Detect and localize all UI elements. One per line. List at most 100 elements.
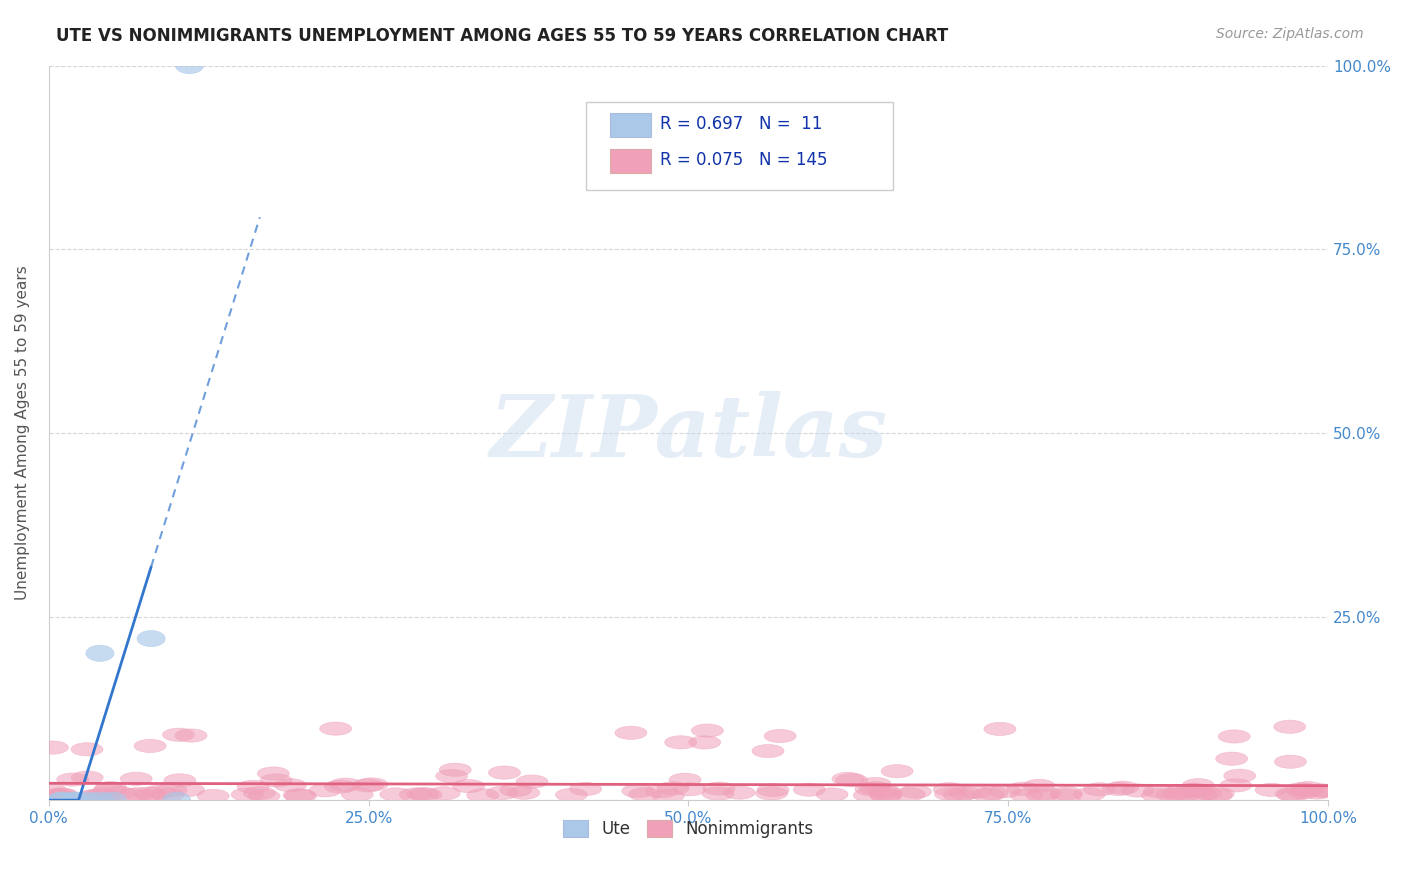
Ellipse shape [60,792,89,808]
Ellipse shape [1178,783,1211,797]
FancyBboxPatch shape [586,103,893,191]
Ellipse shape [134,787,166,800]
Ellipse shape [260,773,292,787]
Ellipse shape [37,741,69,754]
Ellipse shape [1050,789,1081,802]
Text: R = 0.075   N = 145: R = 0.075 N = 145 [661,151,828,169]
Ellipse shape [1142,789,1174,802]
Ellipse shape [467,789,499,802]
Ellipse shape [48,792,76,808]
Ellipse shape [352,779,384,792]
Text: R = 0.697   N =  11: R = 0.697 N = 11 [661,115,823,134]
Legend: Ute, Nonimmigrants: Ute, Nonimmigrants [557,814,820,845]
Ellipse shape [165,773,195,787]
Ellipse shape [692,724,723,737]
Ellipse shape [882,764,912,778]
Ellipse shape [1164,786,1197,798]
Ellipse shape [380,788,412,801]
Ellipse shape [669,773,702,787]
FancyBboxPatch shape [610,113,651,136]
Ellipse shape [959,785,991,798]
Ellipse shape [98,792,127,808]
Ellipse shape [411,788,441,801]
Ellipse shape [197,789,229,803]
Ellipse shape [163,792,191,808]
Ellipse shape [1223,769,1256,782]
Ellipse shape [756,783,789,797]
Ellipse shape [103,786,135,799]
Ellipse shape [984,723,1017,736]
Ellipse shape [1011,789,1042,802]
Ellipse shape [855,782,887,796]
Ellipse shape [406,788,439,801]
Ellipse shape [853,789,886,802]
Ellipse shape [976,787,1008,800]
Ellipse shape [1292,781,1324,795]
Ellipse shape [665,736,696,749]
Ellipse shape [136,631,165,647]
Ellipse shape [134,739,166,753]
Ellipse shape [1305,784,1337,797]
Ellipse shape [900,785,931,798]
Ellipse shape [488,766,520,780]
Ellipse shape [1189,787,1222,800]
Ellipse shape [621,784,654,797]
Ellipse shape [89,789,120,803]
Text: UTE VS NONIMMIGRANTS UNEMPLOYMENT AMONG AGES 55 TO 59 YEARS CORRELATION CHART: UTE VS NONIMMIGRANTS UNEMPLOYMENT AMONG … [56,27,949,45]
Ellipse shape [1143,785,1175,798]
Ellipse shape [72,771,103,784]
Ellipse shape [439,764,471,776]
Ellipse shape [436,770,468,782]
Ellipse shape [42,790,75,803]
Ellipse shape [870,786,901,799]
Ellipse shape [1220,779,1251,792]
Ellipse shape [832,772,863,786]
Ellipse shape [555,789,588,802]
Ellipse shape [46,789,79,801]
Ellipse shape [486,787,517,799]
Ellipse shape [935,788,966,801]
Ellipse shape [1306,784,1339,797]
Ellipse shape [1256,783,1286,797]
Ellipse shape [86,645,114,661]
Ellipse shape [120,772,152,786]
Ellipse shape [152,789,184,802]
Ellipse shape [1277,789,1309,802]
Ellipse shape [645,785,678,797]
Ellipse shape [870,789,903,802]
Y-axis label: Unemployment Among Ages 55 to 59 years: Unemployment Among Ages 55 to 59 years [15,266,30,600]
Ellipse shape [257,767,290,780]
Ellipse shape [1107,781,1139,794]
Ellipse shape [243,787,276,800]
Ellipse shape [673,782,706,796]
Ellipse shape [45,788,76,801]
Ellipse shape [86,792,114,808]
Ellipse shape [657,781,689,795]
Ellipse shape [1288,786,1319,799]
Ellipse shape [516,775,548,789]
Ellipse shape [114,789,146,802]
Ellipse shape [143,785,176,798]
Ellipse shape [238,780,269,794]
Ellipse shape [309,784,342,797]
Ellipse shape [1185,788,1218,801]
Ellipse shape [1163,788,1195,801]
Ellipse shape [284,789,316,803]
Ellipse shape [283,789,315,802]
Ellipse shape [1050,787,1083,800]
Ellipse shape [1285,782,1317,796]
Ellipse shape [1007,782,1039,796]
Ellipse shape [868,783,898,797]
Ellipse shape [72,743,103,756]
Ellipse shape [988,785,1021,797]
Ellipse shape [135,789,167,802]
Ellipse shape [329,778,361,791]
Ellipse shape [859,777,891,790]
Ellipse shape [1202,788,1234,800]
Ellipse shape [174,729,207,742]
Ellipse shape [1029,787,1060,800]
Ellipse shape [342,788,373,801]
Ellipse shape [60,792,89,808]
Ellipse shape [652,789,685,803]
Ellipse shape [1275,788,1308,801]
